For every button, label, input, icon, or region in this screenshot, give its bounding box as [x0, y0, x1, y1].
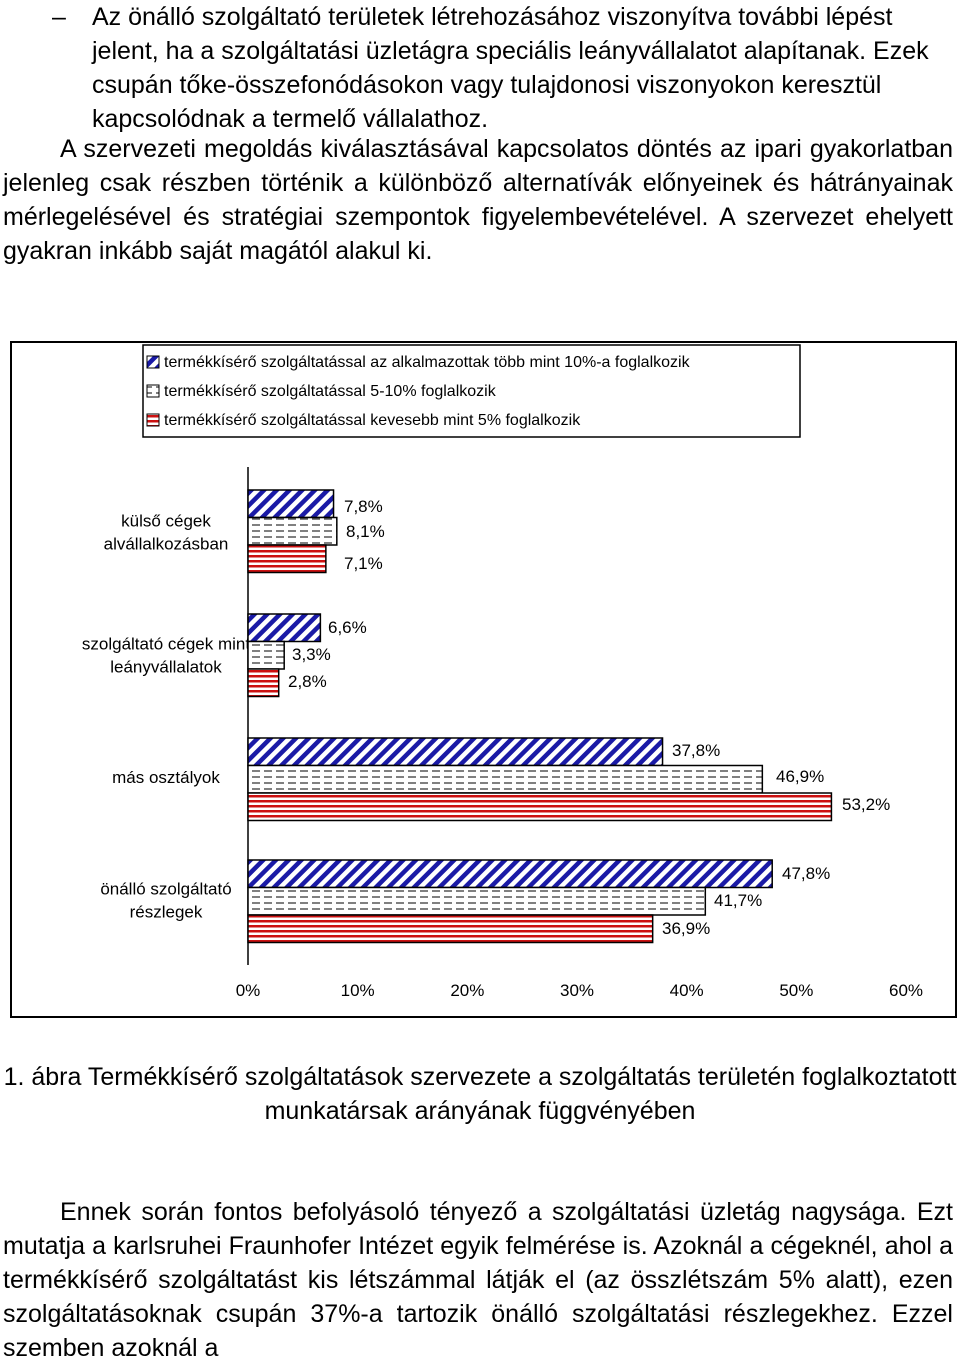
legend-label: termékkísérő szolgáltatással kevesebb mi…: [164, 412, 581, 429]
bullet-text: Az önálló szolgáltató területek létrehoz…: [92, 3, 929, 133]
x-tick-label: 50%: [779, 981, 813, 1000]
bar: [247, 544, 327, 574]
data-label: 3,3%: [292, 645, 331, 664]
data-label: 37,8%: [672, 741, 720, 760]
legend-box: [142, 344, 801, 438]
data-label: 2,8%: [288, 672, 327, 691]
data-label: 47,8%: [782, 864, 830, 883]
bullet-marker: –: [52, 3, 66, 31]
data-label: 7,8%: [344, 497, 383, 516]
bar: [247, 516, 338, 546]
bar: [247, 668, 280, 698]
bar: [247, 640, 285, 670]
data-label: 8,1%: [346, 522, 385, 541]
legend-label: termékkísérő szolgáltatással 5-10% fogla…: [164, 383, 497, 400]
data-label: 46,9%: [776, 767, 824, 786]
category-label: részlegek: [130, 903, 203, 922]
data-label: 41,7%: [714, 891, 762, 910]
bar: [247, 792, 833, 822]
bar: [247, 859, 773, 889]
figure-caption: 1. ábra Termékkísérő szolgáltatások szer…: [3, 1063, 957, 1125]
bar: [247, 737, 664, 767]
legend-swatch: [146, 413, 160, 427]
bar: [247, 489, 335, 519]
data-label: 7,1%: [344, 554, 383, 573]
x-tick-label: 30%: [560, 981, 594, 1000]
x-tick-label: 20%: [450, 981, 484, 1000]
data-label: 36,9%: [662, 919, 710, 938]
paragraph-2: Ennek során fontos befolyásoló tényező a…: [3, 1198, 953, 1362]
bar: [247, 613, 322, 643]
data-label: 53,2%: [842, 795, 890, 814]
category-label: önálló szolgáltató: [100, 880, 231, 899]
bar: [247, 886, 707, 916]
category-label: alvállalkozásban: [104, 535, 229, 554]
x-tick-label: 40%: [670, 981, 704, 1000]
chart-border: [10, 341, 957, 1018]
data-label: 6,6%: [328, 618, 367, 637]
category-label: külső cégek: [121, 512, 211, 531]
bar: [247, 764, 764, 794]
category-label: leányvállalatok: [110, 658, 222, 677]
legend-label: termékkísérő szolgáltatással az alkalmaz…: [164, 354, 691, 371]
bullet-item: – Az önálló szolgáltató területek létreh…: [52, 0, 952, 136]
category-label: szolgáltató cégek mint: [82, 635, 250, 654]
bar-chart: termékkísérő szolgáltatással az alkalmaz…: [10, 341, 957, 1018]
legend-swatch: [146, 355, 160, 369]
x-tick-label: 0%: [236, 981, 261, 1000]
legend-swatch: [146, 384, 160, 398]
category-label: más osztályok: [112, 768, 220, 787]
paragraph-1: A szervezeti megoldás kiválasztásával ka…: [3, 135, 953, 265]
x-tick-label: 60%: [889, 981, 923, 1000]
x-tick-label: 10%: [341, 981, 375, 1000]
bar: [247, 914, 654, 944]
